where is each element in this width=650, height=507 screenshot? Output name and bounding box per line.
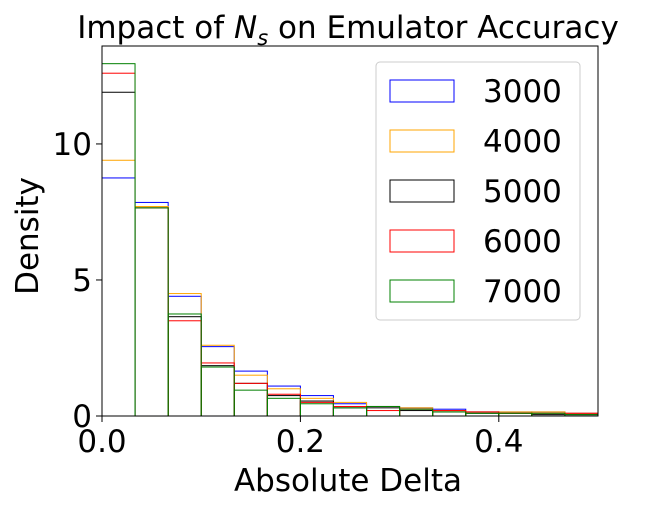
bar-7000-bin-1 (134, 207, 169, 417)
bar-4000-bin-5 (266, 388, 301, 417)
bar-4000-bin-11 (465, 411, 500, 417)
bar-6000-bin-2 (167, 320, 202, 417)
bar-6000-bin-6 (299, 401, 334, 417)
bar-5000-bin-10 (432, 411, 467, 417)
bar-4000-bin-0 (101, 159, 136, 417)
legend-swatch-7000 (389, 279, 455, 303)
bar-5000-bin-8 (366, 407, 401, 417)
bar-5000-bin-4 (233, 382, 268, 417)
bar-4000-bin-1 (134, 206, 169, 417)
bar-5000-bin-7 (332, 407, 368, 417)
chart-title-prefix: Impact of (77, 10, 234, 46)
bar-6000-bin-11 (465, 411, 500, 417)
chart-title-symbol: N (234, 10, 257, 46)
bar-5000-bin-1 (134, 207, 169, 417)
y-axis-ticks: 0 5 10 (53, 127, 102, 435)
plot-frame (101, 45, 599, 417)
chart-title: Impact of Ns on Emulator Accuracy (77, 10, 619, 50)
bar-6000-bin-10 (432, 410, 467, 417)
bar-3000-bin-13 (531, 411, 566, 417)
bar-6000-bin-5 (266, 393, 301, 417)
bar-7000-bin-7 (332, 407, 368, 417)
bar-4000-bin-4 (233, 374, 268, 417)
bar-5000-bin-9 (399, 410, 434, 417)
bar-6000-bin-8 (366, 410, 401, 417)
bar-5000-bin-3 (200, 365, 235, 417)
bar-7000-bin-5 (266, 397, 301, 417)
y-tick-label-1: 5 (72, 263, 92, 299)
chart-title-subscript: s (257, 26, 268, 50)
legend-label-3000: 3000 (483, 74, 562, 110)
x-axis-ticks: 0.0 0.2 0.4 (77, 416, 523, 460)
bar-4000-bin-7 (332, 401, 368, 417)
bar-3000-bin-12 (498, 411, 533, 417)
bar-3000-bin-11 (465, 411, 500, 417)
legend-label-5000: 5000 (483, 174, 562, 210)
bar-3000-bin-1 (134, 201, 169, 417)
bar-4000-bin-10 (432, 410, 467, 417)
bar-3000-bin-5 (266, 385, 301, 417)
bar-4000-bin-12 (498, 411, 533, 417)
bar-7000-bin-3 (200, 366, 235, 417)
bar-7000-bin-10 (432, 411, 467, 417)
legend-frame (375, 61, 581, 321)
bar-3000-bin-3 (200, 346, 235, 417)
x-axis-label: Absolute Delta (234, 463, 462, 499)
bar-4000-bin-2 (167, 293, 202, 417)
y-tick-label-2: 10 (53, 127, 92, 163)
legend-label-6000: 6000 (483, 224, 562, 260)
bar-7000-bin-6 (299, 403, 334, 417)
bar-3000-bin-4 (233, 370, 268, 417)
bar-7000-bin-2 (167, 313, 202, 417)
bar-4000-bin-3 (200, 344, 235, 417)
bar-6000-bin-0 (101, 72, 136, 417)
legend-swatch-3000 (389, 79, 455, 103)
bar-5000-bin-0 (101, 91, 136, 417)
legend: 3000 4000 5000 6000 7000 (375, 61, 581, 321)
bar-6000-bin-3 (200, 362, 235, 417)
bar-4000-bin-13 (531, 411, 566, 417)
legend-swatch-6000 (389, 229, 455, 253)
bar-3000-bin-0 (101, 177, 136, 417)
bar-7000-bin-0 (101, 63, 136, 417)
chart-title-suffix: on Emulator Accuracy (268, 10, 619, 46)
legend-label-4000: 4000 (483, 124, 562, 160)
legend-label-7000: 7000 (483, 274, 562, 310)
bar-6000-bin-1 (134, 207, 169, 417)
y-tick-label-0: 0 (72, 399, 92, 435)
x-tick-label-1: 0.2 (276, 424, 325, 460)
legend-swatch-4000 (389, 129, 455, 153)
bar-7000-bin-4 (233, 389, 268, 417)
bar-6000-bin-4 (233, 382, 268, 417)
legend-swatch-5000 (389, 179, 455, 203)
x-tick-label-0: 0.0 (77, 424, 126, 460)
x-tick-label-2: 0.4 (474, 424, 523, 460)
bar-3000-bin-7 (332, 403, 368, 417)
y-axis-label: Density (10, 177, 46, 295)
bar-5000-bin-2 (167, 316, 202, 417)
